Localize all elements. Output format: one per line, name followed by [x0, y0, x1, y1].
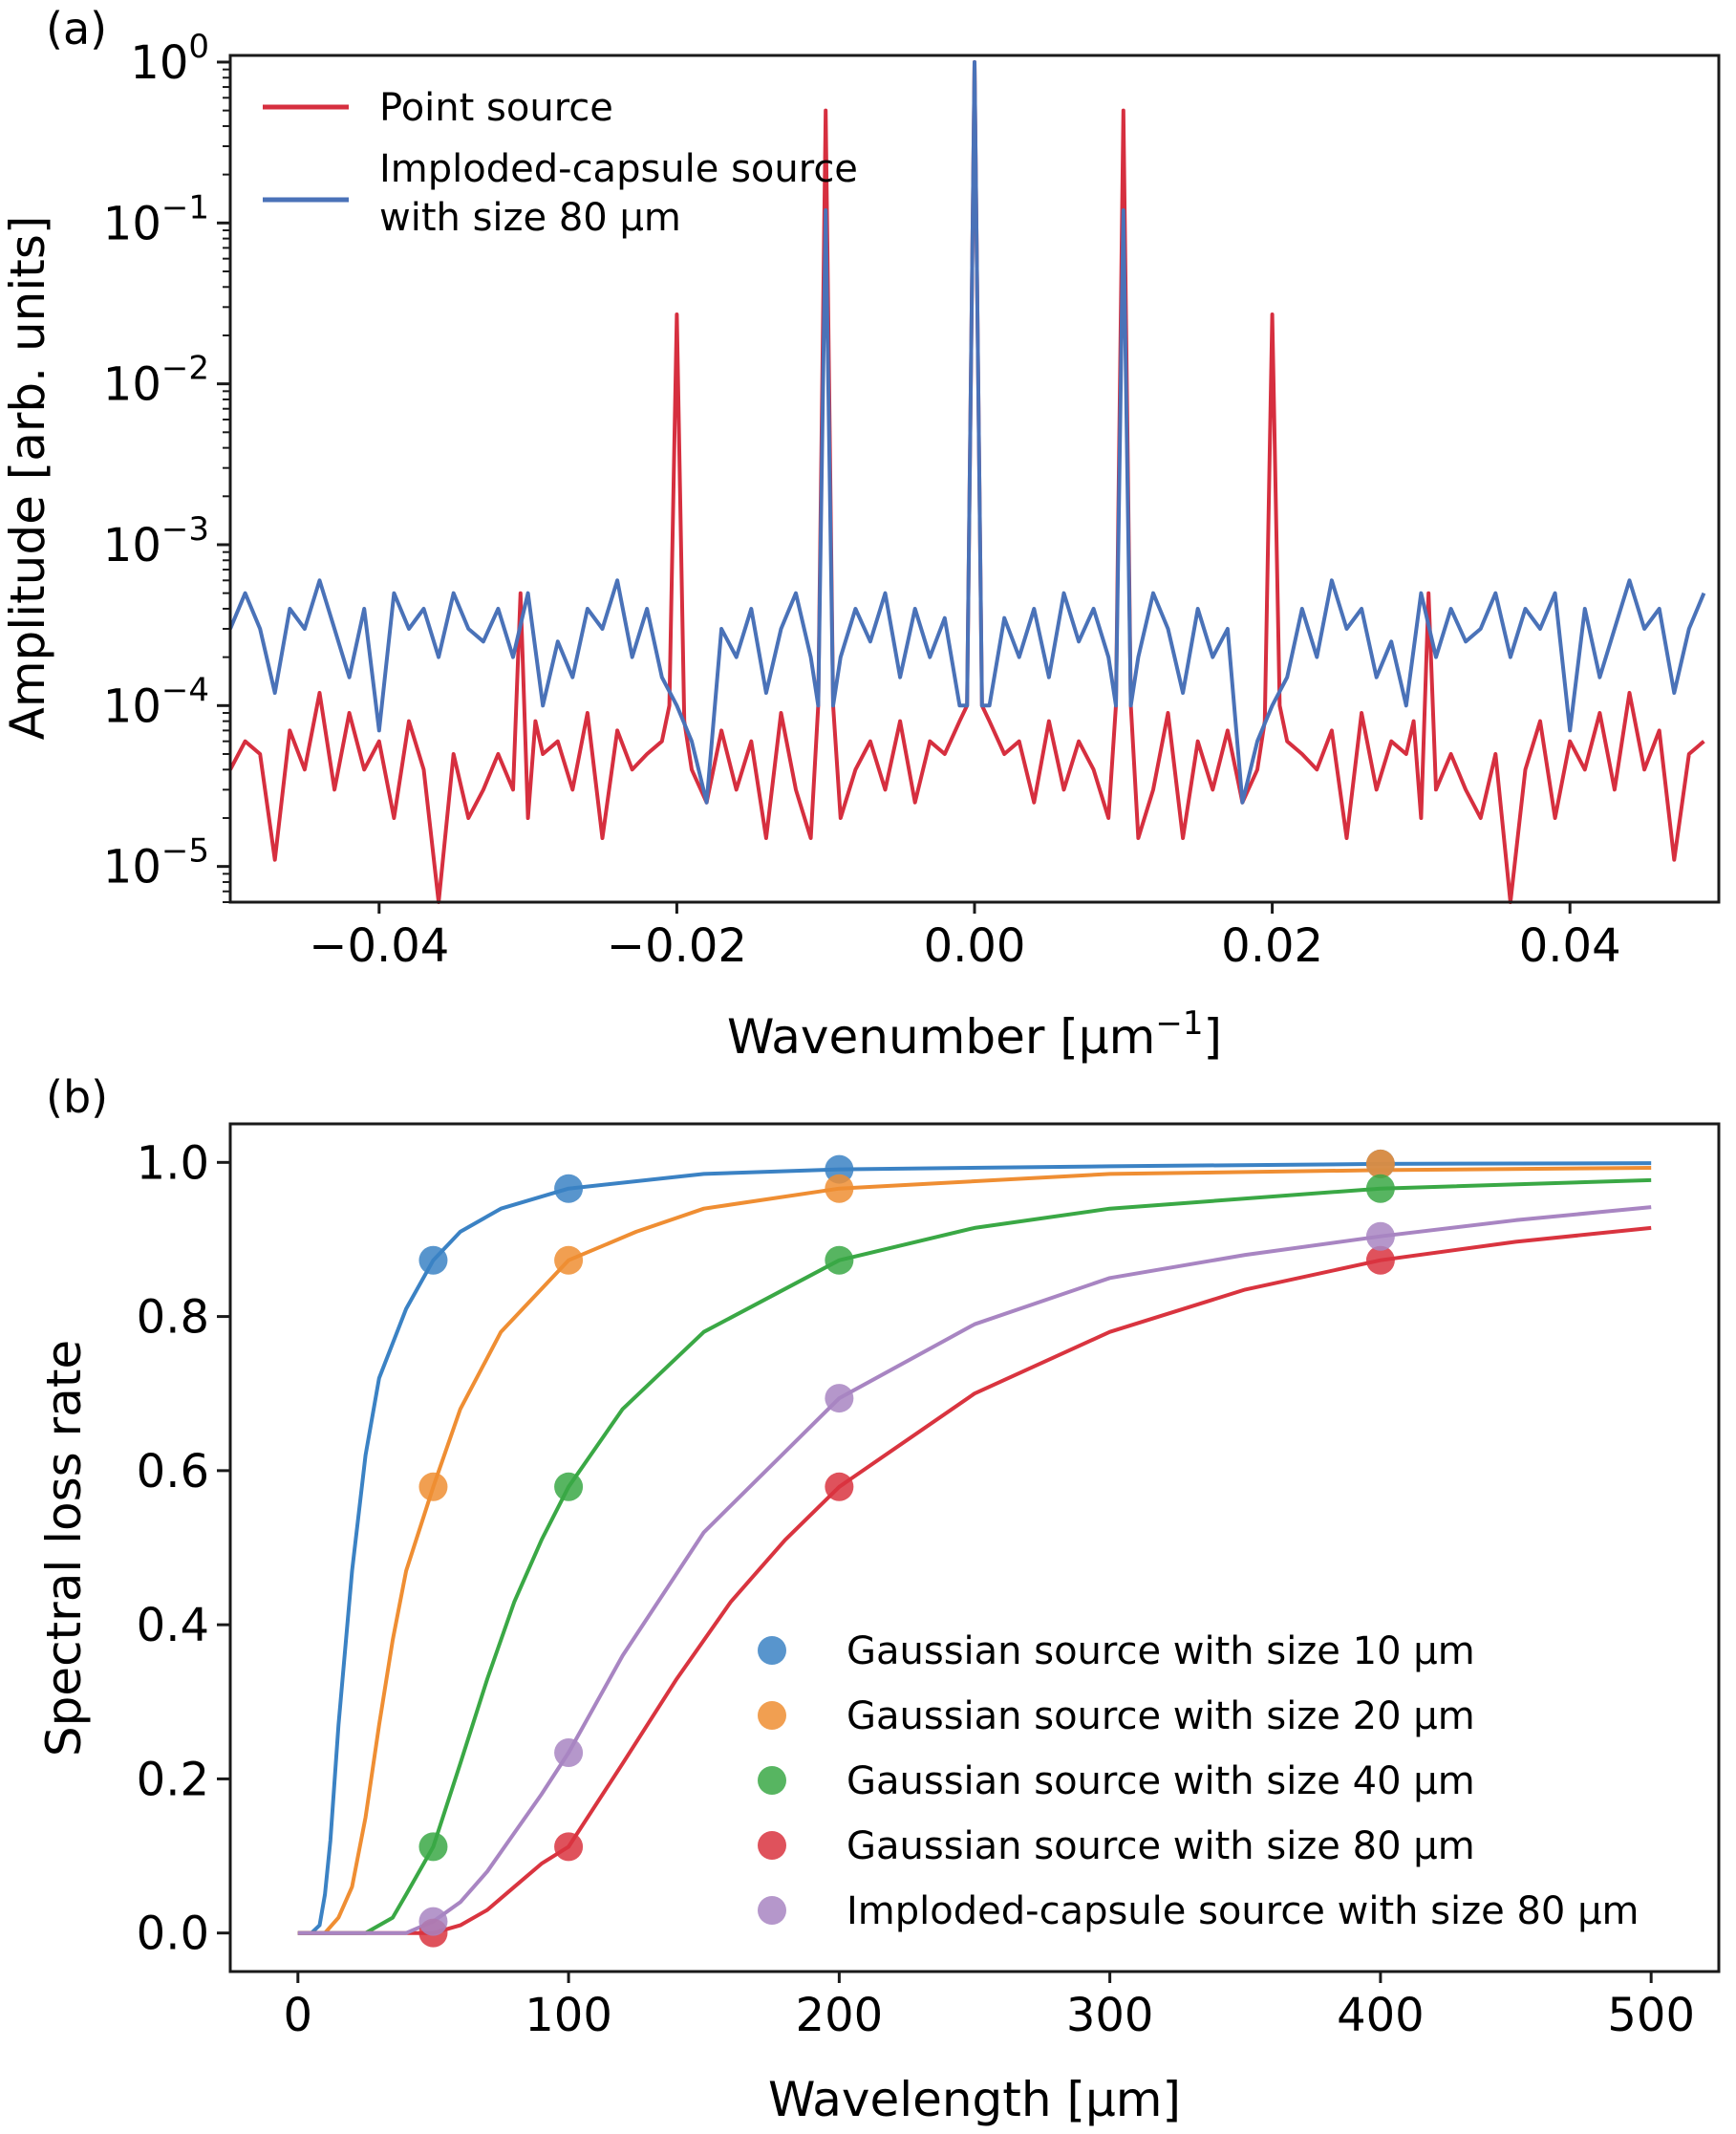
panel-b-data-point: [1365, 1149, 1395, 1178]
panel-b-legend: Gaussian source with size 10 μm Gaussian …: [758, 1629, 1640, 1933]
panel-b-data-point: [418, 1472, 448, 1501]
panel-a-y-tick-label: 10−2: [103, 350, 209, 412]
panel-b-data-point: [554, 1832, 584, 1862]
panel-b-x-ticks: 0 100 200 300 400 500: [284, 1972, 1695, 2042]
panel-b-y-ticks: 0.0 0.2 0.4 0.6 0.8 1.0: [137, 1136, 230, 1961]
panel-b-data-point: [554, 1472, 584, 1501]
panel-b-data-point: [418, 1245, 448, 1275]
panel-a-series-line-1: [228, 60, 1706, 805]
panel-a-y-ticks: 10−5 10−4 10−3 10−2 10−1 100: [103, 28, 230, 903]
panel-b-curve-0: [297, 1161, 1652, 1935]
panel-b-legend-marker: [758, 1831, 786, 1860]
panel-b-y-tick-label: 0.8: [137, 1291, 209, 1345]
panel-a-label: (a): [46, 3, 107, 54]
panel-b-x-tick-label: 200: [796, 1989, 884, 2042]
panel-b-legend-marker: [758, 1701, 786, 1730]
panel-a-x-axis-label-main: Wavenumber [μm: [727, 1009, 1155, 1065]
panel-a-x-tick-label: 0.00: [924, 919, 1026, 973]
panel-a-x-tick-label: −0.02: [607, 919, 747, 973]
panel-b-y-tick-label: 0.0: [137, 1908, 209, 1961]
panel-b-label: (b): [46, 1071, 108, 1123]
panel-a-x-axis-label: Wavenumber [μm−1]: [727, 1004, 1222, 1065]
legend-label-point-source: Point source: [379, 86, 613, 130]
panel-b-data-point: [1365, 1221, 1395, 1251]
panel-b-series: [297, 1149, 1652, 1948]
panel-b-legend-label: Gaussian source with size 20 μm: [847, 1694, 1475, 1738]
panel-b: (b) 0 100 200 300 400 500 0.00.20.40.60.81.0 …: [36, 1071, 1721, 2127]
panel-b-x-tick-label: 500: [1607, 1989, 1695, 2042]
panel-a: (a) −0.04 −0.02 0.00 0.02 0.04 10−510−410−31…: [0, 3, 1721, 1065]
panel-a-y-tick-label: 10−5: [103, 832, 209, 895]
legend-label-imploded-capsule-line2: with size 80 μm: [379, 196, 681, 240]
panel-b-x-tick-label: 300: [1066, 1989, 1154, 2042]
panel-b-data-point: [825, 1245, 854, 1275]
panel-b-y-tick-label: 0.2: [137, 1753, 209, 1806]
panel-a-x-tick-label: 0.04: [1519, 919, 1621, 973]
panel-b-curve-4: [297, 1205, 1652, 1935]
panel-b-x-tick-label: 400: [1337, 1989, 1425, 2042]
panel-b-x-axis-label: Wavelength [μm]: [768, 2072, 1181, 2127]
panel-b-data-point: [554, 1737, 584, 1767]
panel-b-data-point: [1365, 1174, 1395, 1203]
panel-a-x-tick-label: −0.04: [309, 919, 449, 973]
panel-a-legend: Point source Imploded-capsule source wit…: [263, 86, 858, 240]
panel-b-x-tick-label: 100: [525, 1989, 612, 2042]
panel-b-legend-label: Gaussian source with size 80 μm: [847, 1824, 1475, 1868]
panel-b-y-axis-label: Spectral loss rate: [36, 1340, 92, 1757]
panel-b-curve-2: [297, 1177, 1652, 1935]
panel-b-data-point: [825, 1472, 854, 1501]
panel-b-plot-frame: [228, 1122, 1721, 1973]
panel-b-legend-label: Imploded-capsule source with size 80 μm: [847, 1889, 1640, 1933]
panel-b-curve-1: [297, 1166, 1652, 1935]
panel-a-y-tick-label: 10−1: [103, 188, 209, 250]
panel-b-data-point: [418, 1832, 448, 1862]
panel-a-y-tick-label: 10−4: [103, 671, 209, 733]
panel-a-x-axis-label-sup: −1: [1155, 1004, 1203, 1043]
legend-label-imploded-capsule-line1: Imploded-capsule source: [379, 147, 858, 191]
panel-b-data-point: [825, 1174, 854, 1203]
panel-b-legend-label: Gaussian source with size 10 μm: [847, 1629, 1475, 1673]
panel-b-data-point: [554, 1174, 584, 1203]
panel-b-y-tick-label: 1.0: [137, 1136, 209, 1190]
panel-b-y-tick-label: 0.6: [137, 1445, 209, 1498]
panel-b-y-tick-label: 0.4: [137, 1599, 209, 1652]
panel-b-legend-marker: [758, 1766, 786, 1795]
panel-a-y-tick-label: 10−3: [103, 510, 209, 572]
panel-b-legend-marker: [758, 1896, 786, 1925]
panel-b-data-point: [825, 1384, 854, 1413]
panel-a-x-tick-label: 0.02: [1221, 919, 1323, 973]
panel-a-y-axis-label: Amplitude [arb. units]: [0, 216, 55, 741]
panel-b-curve-3: [297, 1225, 1652, 1935]
panel-a-x-axis-label-close: ]: [1203, 1009, 1222, 1065]
panel-a-series: [228, 60, 1706, 904]
panel-b-x-tick-label: 0: [284, 1989, 313, 2042]
panel-b-data-point: [554, 1245, 584, 1275]
panel-b-data-point: [418, 1907, 448, 1936]
panel-b-data-point: [1365, 1245, 1395, 1275]
panel-a-y-tick-label: 100: [130, 28, 209, 90]
panel-a-x-ticks: −0.04 −0.02 0.00 0.02 0.04: [309, 902, 1621, 973]
panel-b-legend-label: Gaussian source with size 40 μm: [847, 1759, 1475, 1803]
panel-b-legend-marker: [758, 1636, 786, 1665]
